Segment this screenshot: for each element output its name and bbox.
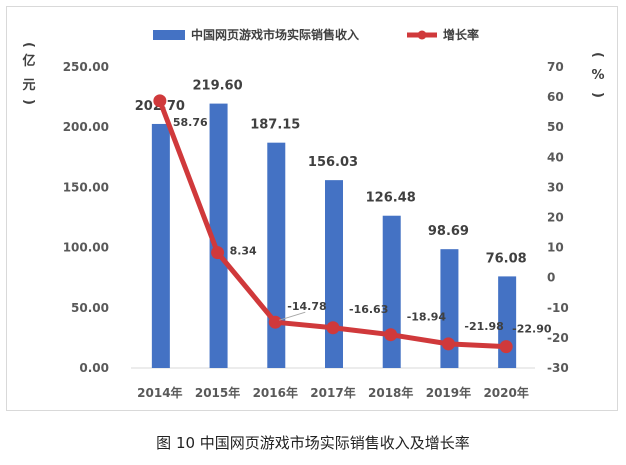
growth-rate-point [441, 337, 455, 351]
y-left-tick-label: 200.00 [63, 120, 109, 134]
growth-rate-point [384, 328, 398, 342]
y-right-tick-label: 30 [547, 180, 564, 194]
line-data-label: -22.90 [512, 323, 552, 336]
bar-data-label: 156.03 [308, 155, 358, 170]
line-data-label: 58.76 [173, 116, 208, 129]
y-left-tick-label: 0.00 [79, 361, 109, 375]
bar [151, 123, 170, 368]
y-right-tick-label: 40 [547, 150, 564, 164]
data-label-leader-line [279, 311, 306, 321]
bar-data-label: 219.60 [192, 79, 242, 94]
y-left-unit-char: ) [21, 99, 36, 105]
bar [267, 142, 286, 368]
x-category-label: 2015年 [195, 385, 240, 400]
y-right-tick-label: -20 [547, 331, 569, 345]
figure-caption: 图 10 中国网页游戏市场实际销售收入及增长率 [156, 434, 470, 452]
y-left-unit-char: 元 [22, 78, 35, 93]
y-right-unit-char: ) [590, 92, 605, 98]
y-left-tick-label: 50.00 [71, 301, 109, 315]
y-right-tick-label: 60 [547, 90, 564, 104]
line-data-label: -14.78 [287, 300, 326, 313]
x-category-label: 2018年 [368, 385, 413, 400]
x-category-label: 2017年 [310, 385, 355, 400]
bar [382, 215, 401, 368]
line-data-label: -21.98 [464, 320, 503, 333]
bar [440, 249, 459, 368]
growth-rate-point [499, 340, 513, 354]
bar [325, 180, 343, 368]
y-right-unit-char: ( [590, 52, 605, 58]
y-right-tick-label: 20 [547, 211, 564, 225]
bar [209, 103, 228, 369]
y-right-tick-label: 70 [547, 60, 564, 74]
x-category-label: 2020年 [483, 385, 528, 400]
growth-rate-point [153, 94, 167, 108]
x-category-label: 2016年 [253, 385, 298, 400]
growth-rate-point [326, 321, 340, 335]
y-left-tick-label: 250.00 [63, 60, 109, 74]
y-right-tick-label: 50 [547, 120, 564, 134]
legend-bar-label: 中国网页游戏市场实际销售收入 [191, 27, 359, 42]
y-left-tick-label: 150.00 [63, 180, 109, 194]
legend-line-label: 增长率 [443, 27, 479, 42]
y-right-tick-label: -30 [547, 361, 569, 375]
y-left-tick-label: 100.00 [63, 241, 109, 255]
y-left-unit-char: 亿 [22, 53, 35, 69]
bar-data-label: 76.08 [486, 251, 527, 266]
legend-bar-swatch [153, 30, 185, 40]
y-right-tick-label: 10 [547, 241, 564, 255]
line-data-label: -16.63 [349, 303, 388, 316]
line-data-label: 8.34 [230, 245, 257, 258]
growth-rate-point [268, 315, 282, 329]
legend-line-marker [417, 30, 427, 40]
line-data-label: -18.94 [407, 311, 447, 324]
y-right-tick-label: 0 [547, 271, 555, 285]
y-left-unit-char: ( [21, 42, 36, 48]
growth-rate-point [211, 246, 225, 260]
y-right-tick-label: -10 [547, 301, 569, 315]
bar-data-label: 126.48 [366, 191, 416, 206]
y-right-unit-char: % [591, 68, 604, 83]
chart-svg: 0.0050.00100.00150.00200.00250.00-30-20-… [21, 27, 605, 400]
bar-data-label: 187.15 [250, 118, 300, 133]
chart-frame: 0.00 50.00 100.00 150.00 200.00 250.00 -30 -20-… [6, 6, 618, 411]
bar-data-label: 98.69 [428, 224, 469, 239]
x-category-label: 2014年 [137, 385, 182, 400]
x-category-label: 2019年 [426, 385, 471, 400]
